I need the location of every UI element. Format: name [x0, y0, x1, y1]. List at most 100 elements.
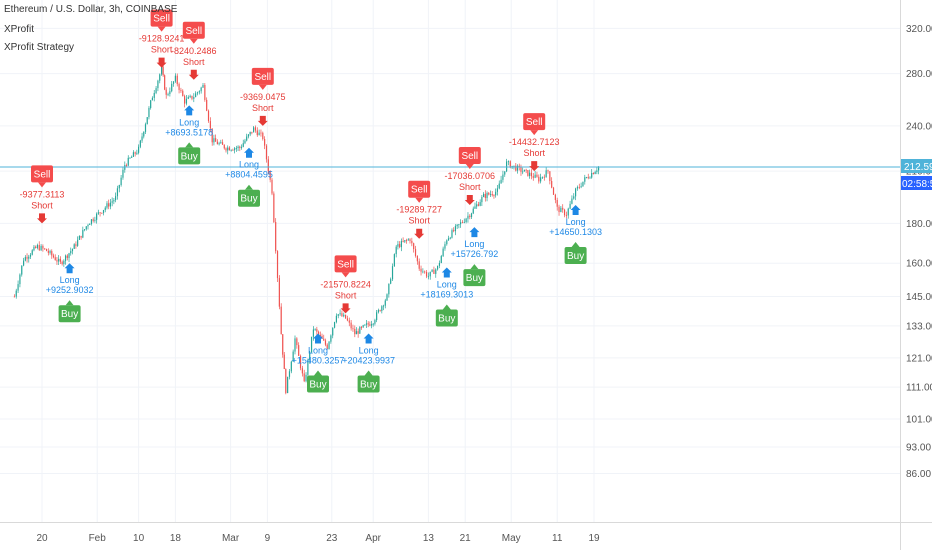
candle-body [191, 95, 193, 99]
candle-body [64, 255, 67, 261]
buy-box [357, 375, 380, 393]
candle-body [38, 245, 40, 251]
candle-body [525, 169, 527, 171]
candle-body [230, 149, 232, 151]
candle-body [481, 196, 483, 203]
candle-body [488, 192, 490, 195]
candle-body [125, 165, 128, 166]
candle-body [209, 121, 211, 129]
candle-body [541, 176, 544, 178]
long-profit-value: +15480.3257 [292, 356, 345, 366]
candle-body [143, 131, 145, 137]
candle-body [221, 142, 224, 145]
short-arrow-icon [257, 115, 268, 126]
candle-body [269, 171, 271, 180]
candle-body [148, 107, 150, 118]
countdown-label: 02:58:59 [901, 176, 932, 190]
candle-body [198, 91, 200, 93]
candle-body [589, 177, 591, 179]
indicator-xprofit[interactable]: XProfit [4, 24, 35, 35]
candle-body [276, 251, 279, 279]
short-profit-value: -9369.0475 [240, 92, 286, 102]
candle-body [254, 127, 257, 131]
candle-body [352, 328, 354, 330]
candle-body [404, 240, 406, 242]
candle-body [249, 131, 251, 135]
time-tick-label: Apr [365, 533, 381, 544]
candle-body [312, 329, 314, 337]
candle-body [185, 98, 188, 104]
candle-body [319, 334, 321, 337]
time-axis[interactable]: 20 Feb 10 18 Mar 9 23 Apr 13 21 May 11 19 [36, 533, 600, 544]
long-profit-value: +20423.9937 [342, 356, 395, 366]
candle-body [491, 194, 493, 196]
price-tick-label: 121.00 [906, 353, 932, 364]
candle-body [162, 66, 164, 76]
sell-label: Sell [411, 185, 428, 196]
candle-body [262, 132, 264, 140]
candle-body [359, 327, 361, 334]
time-tick-label: Feb [89, 533, 107, 544]
candle-body [35, 246, 37, 248]
candle-body [102, 210, 105, 213]
candle-body [182, 90, 184, 97]
candle-body [413, 243, 415, 250]
long-label: Long [359, 346, 379, 356]
candle-body [355, 331, 358, 335]
sell-box-pointer [530, 130, 539, 136]
candle-body [547, 170, 549, 172]
sell-label: Sell [153, 14, 170, 25]
candle-body [309, 352, 311, 360]
candle-body [416, 255, 418, 262]
long-profit-value: +14650.1303 [549, 227, 602, 237]
candle-body [333, 321, 336, 328]
price-tick-label: 111.00 [906, 383, 932, 394]
candle-body [379, 310, 381, 311]
candle-body [339, 313, 341, 315]
candle-body [288, 371, 291, 377]
candle-body [343, 314, 345, 317]
candle-body [59, 258, 61, 262]
candle-body [196, 92, 199, 94]
short-label: Short [151, 45, 173, 55]
candle-body [200, 87, 202, 92]
candle-body [346, 318, 349, 321]
candle-body [71, 248, 74, 252]
signal-markers: Sell -9377.3113 Short Long +9252.9032 Buy Sell… [20, 9, 602, 393]
candle-body [369, 324, 371, 326]
short-arrow-icon [156, 57, 167, 68]
sell-box-pointer [465, 164, 474, 170]
candle-body [598, 166, 600, 171]
candle-body [232, 149, 234, 151]
candle-body [500, 179, 502, 184]
indicator-xprofit-strategy[interactable]: XProfit Strategy [4, 42, 75, 53]
candle-body [49, 251, 51, 253]
candle-body [495, 191, 497, 196]
current-price-label: 212.59 [901, 159, 932, 173]
candle-body [223, 144, 225, 149]
price-tick-label: 86.00 [906, 469, 931, 480]
short-profit-value: -9377.3113 [20, 189, 65, 199]
candle-body [202, 84, 204, 88]
price-axis[interactable]: 320.00280.00240.00210.00180.00160.00145.… [906, 24, 932, 480]
candle-body [365, 323, 368, 325]
candle-body [397, 244, 399, 247]
buy-box-pointer [245, 184, 253, 190]
candle-body [89, 223, 91, 225]
short-arrow-icon [529, 161, 540, 172]
sell-box [523, 113, 546, 131]
candle-body [251, 131, 253, 133]
candle-body [522, 171, 524, 173]
candle-body [484, 193, 486, 198]
buy-box [58, 305, 81, 323]
candle-body [155, 88, 157, 93]
candle-body [301, 368, 303, 374]
candle-body [113, 200, 115, 202]
buy-label: Buy [309, 380, 326, 391]
long-profit-value: +9252.9032 [46, 285, 94, 295]
sell-box [182, 21, 205, 39]
buy-box [435, 309, 458, 327]
candle-body [31, 250, 33, 255]
candle-body [400, 241, 402, 248]
